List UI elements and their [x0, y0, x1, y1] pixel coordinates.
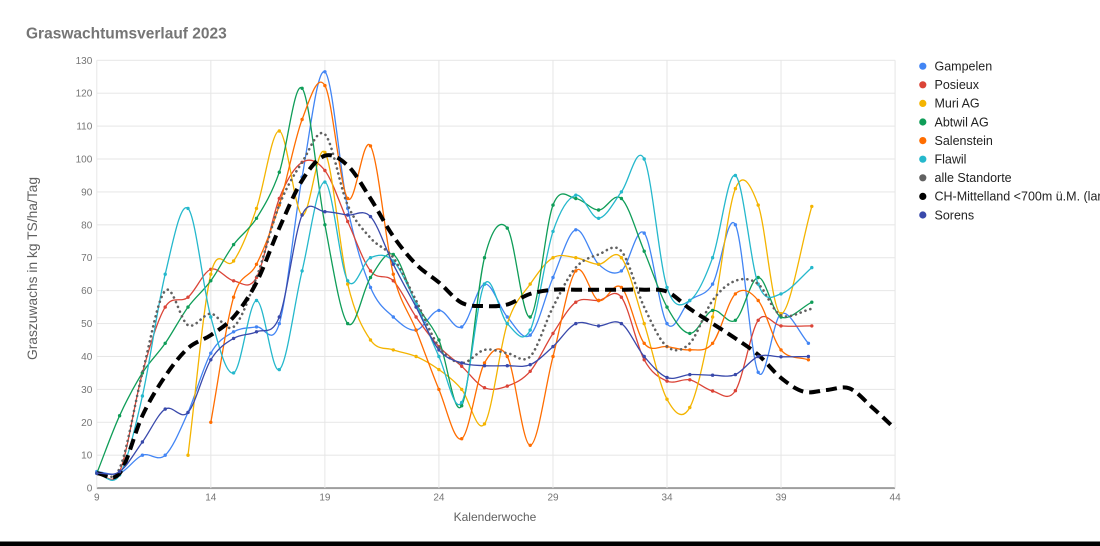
svg-text:Gampelen: Gampelen [935, 60, 993, 74]
svg-text:50: 50 [81, 319, 93, 330]
svg-text:20: 20 [81, 418, 93, 429]
svg-text:130: 130 [76, 56, 93, 67]
svg-text:19: 19 [319, 493, 331, 504]
svg-text:90: 90 [81, 187, 93, 198]
svg-text:34: 34 [661, 493, 673, 504]
svg-text:120: 120 [76, 89, 93, 100]
svg-text:24: 24 [433, 493, 445, 504]
svg-text:60: 60 [81, 286, 93, 297]
svg-text:110: 110 [76, 122, 92, 133]
svg-text:40: 40 [81, 352, 93, 363]
svg-text:Graswachtumsverlauf 2023: Graswachtumsverlauf 2023 [26, 26, 227, 43]
svg-text:30: 30 [81, 385, 93, 396]
svg-text:Posieux: Posieux [935, 78, 980, 92]
svg-text:80: 80 [81, 220, 93, 231]
svg-text:44: 44 [890, 493, 902, 504]
svg-text:9: 9 [94, 493, 100, 504]
svg-text:0: 0 [87, 484, 93, 495]
svg-text:Salenstein: Salenstein [935, 134, 993, 148]
svg-text:39: 39 [775, 493, 787, 504]
svg-text:Flawil: Flawil [935, 153, 967, 167]
svg-text:14: 14 [205, 493, 217, 504]
svg-text:Sorens: Sorens [935, 208, 975, 222]
svg-text:Abtwil AG: Abtwil AG [935, 115, 989, 129]
svg-text:100: 100 [76, 155, 93, 166]
svg-text:70: 70 [81, 253, 93, 264]
svg-text:Kalenderwoche: Kalenderwoche [454, 510, 537, 524]
svg-text:Muri AG: Muri AG [935, 97, 980, 111]
svg-text:CH-Mittelland <700m ü.M. (lang: CH-Mittelland <700m ü.M. (lang [935, 190, 1100, 204]
svg-text:29: 29 [547, 493, 559, 504]
svg-text:10: 10 [81, 451, 93, 462]
svg-text:Graszuwachs in kg TS/ha/Tag: Graszuwachs in kg TS/ha/Tag [25, 177, 40, 360]
svg-text:alle Standorte: alle Standorte [935, 171, 1012, 185]
